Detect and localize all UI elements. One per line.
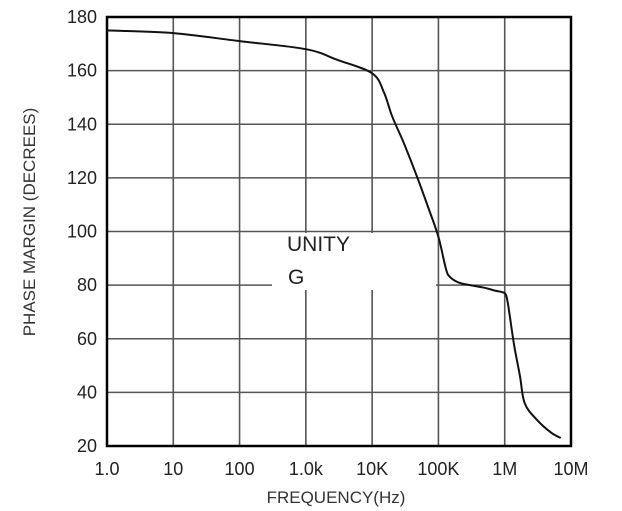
x-tick-label: 1.0k (289, 459, 324, 479)
y-axis-label: PHASE MARGIN (DECREES) (20, 108, 39, 337)
x-tick-label: 100 (225, 459, 255, 479)
x-axis-label: FREQUENCY(Hz) (267, 488, 406, 507)
y-tick-label: 120 (67, 168, 97, 188)
y-tick-label: 80 (77, 275, 97, 295)
y-tick-label: 180 (67, 7, 97, 27)
annotation-g: G (288, 266, 304, 289)
x-tick-labels: 1.0 10 100 1.0k 10K 100K 1M 10M (94, 459, 588, 479)
x-tick-label: 1M (492, 459, 517, 479)
y-tick-label: 60 (77, 329, 97, 349)
annotation-unity: UNITY (287, 233, 350, 256)
plot-frame (105, 15, 573, 448)
x-tick-label: 10M (553, 459, 588, 479)
x-tick-label: 100K (417, 459, 459, 479)
y-tick-label: 160 (67, 61, 97, 81)
x-tick-label: 1.0 (94, 459, 119, 479)
x-tick-label: 10K (356, 459, 388, 479)
y-tick-label: 140 (67, 114, 97, 134)
x-tick-label: 10 (163, 459, 183, 479)
y-tick-label: 40 (77, 382, 97, 402)
grid-lines (107, 17, 571, 446)
phase-margin-series-line (106, 29, 562, 439)
y-tick-labels: 20 40 60 80 100 120 140 160 180 (67, 7, 97, 456)
y-tick-label: 100 (67, 222, 97, 242)
y-tick-label: 20 (77, 436, 97, 456)
